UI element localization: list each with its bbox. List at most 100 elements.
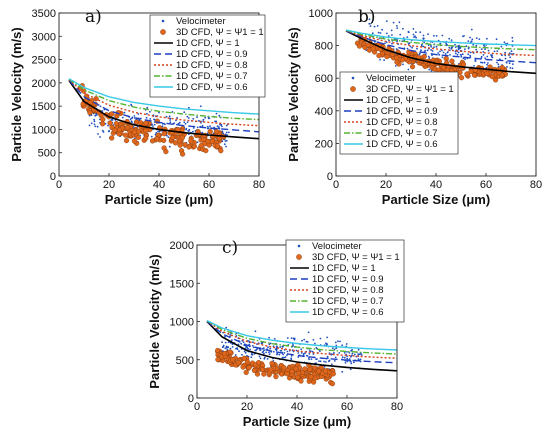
scatter-point	[357, 348, 360, 351]
scatter-point	[186, 121, 189, 123]
scatter-point	[203, 148, 209, 154]
scatter-point	[402, 27, 404, 30]
scatter-point	[319, 337, 322, 340]
scatter-point	[376, 52, 382, 59]
legend-entry: 1D CFD, Ψ = 0.8	[366, 117, 438, 128]
y-tick-label: 1000	[170, 317, 194, 329]
scatter-point	[413, 36, 415, 38]
y-tick-label: 3500	[32, 8, 56, 20]
y-axis-label: Particle Velocity (m/s)	[9, 27, 24, 161]
scatter-point	[326, 336, 328, 339]
scatter-point	[441, 34, 444, 37]
scatter-point	[238, 350, 240, 353]
x-axis-label: Particle Size (μm)	[243, 414, 351, 429]
scatter-point	[188, 106, 190, 109]
scatter-point	[383, 59, 385, 61]
series-line-3	[345, 29, 537, 51]
scatter-point	[511, 36, 514, 39]
scatter-point	[308, 374, 314, 380]
scatter-point	[184, 122, 187, 125]
scatter-point	[223, 143, 226, 146]
scatter-point	[300, 352, 303, 354]
scatter-point	[110, 119, 113, 121]
scatter-point	[444, 53, 447, 55]
scatter-point	[467, 40, 470, 42]
scatter-point	[510, 50, 513, 53]
scatter-point	[269, 347, 272, 350]
scatter-point	[489, 74, 495, 80]
scatter-point	[279, 350, 282, 352]
scatter-point	[154, 136, 160, 142]
scatter-point	[281, 365, 287, 371]
scatter-point	[487, 49, 490, 52]
scatter-point	[133, 115, 136, 117]
scatter-point	[171, 111, 174, 113]
legend-marker-velocimeter	[161, 19, 165, 23]
scatter-point	[235, 360, 242, 366]
scatter-point	[224, 341, 227, 344]
scatter-point	[251, 367, 258, 374]
scatter-point	[301, 339, 303, 342]
scatter-point	[496, 50, 499, 52]
scatter-point	[371, 21, 373, 23]
scatter-point	[506, 66, 508, 68]
scatter-point	[486, 55, 489, 58]
scatter-point	[387, 35, 390, 37]
scatter-point	[113, 120, 120, 127]
scatter-point	[471, 38, 474, 41]
scatter-point	[415, 31, 417, 34]
scatter-point	[369, 25, 372, 27]
x-tick-label: 0	[333, 179, 339, 191]
scatter-point	[374, 40, 377, 43]
scatter-point	[475, 48, 478, 51]
scatter-point	[99, 136, 101, 138]
legend-box	[285, 239, 405, 323]
scatter-point	[480, 48, 483, 50]
scatter-point	[457, 48, 460, 51]
scatter-point	[229, 347, 232, 350]
legend-entry: 1D CFD, Ψ = 0.6	[366, 139, 438, 150]
scatter-point	[435, 35, 438, 37]
scatter-point	[261, 351, 264, 354]
scatter-point	[109, 135, 115, 141]
scatter-point	[323, 360, 325, 363]
scatter-point	[169, 119, 172, 121]
scatter-point	[244, 351, 247, 354]
scatter-point	[207, 117, 210, 120]
scatter-point	[290, 355, 293, 357]
scatter-point	[433, 46, 435, 49]
y-tick-label: 1500	[170, 278, 194, 290]
scatter-point	[185, 128, 187, 131]
scatter-point	[415, 36, 417, 39]
scatter-point	[215, 112, 218, 115]
scatter-point	[330, 371, 336, 377]
panel-a: 0 20 40 60 80 0 500 1000 1500 2000 2500 3000 3500 Par…	[9, 7, 266, 207]
scatter-point	[204, 116, 207, 119]
legend-entry: 1D CFD, Ψ = 0.7	[366, 128, 438, 139]
scatter-point	[218, 148, 224, 154]
scatter-point	[93, 120, 96, 123]
scatter-point	[438, 53, 440, 56]
scatter-point	[484, 70, 490, 77]
scatter-point	[307, 366, 313, 372]
legend-entry: 3D CFD, Ψ = Ψ1 = 1	[366, 84, 454, 95]
scatter-point	[165, 115, 168, 118]
scatter-point	[175, 119, 177, 122]
legend-entry: Velocimeter	[176, 16, 226, 27]
scatter-point	[399, 33, 402, 36]
x-tick-label: 80	[391, 401, 403, 413]
y-tick-label: 2500	[32, 55, 56, 67]
scatter-point	[427, 44, 430, 47]
scatter-point	[467, 53, 470, 56]
scatter-point	[399, 57, 406, 63]
scatter-point	[107, 124, 109, 127]
scatter-point	[349, 368, 352, 371]
y-axis-label: Particle Velocity (m/s)	[147, 254, 162, 388]
scatter-point	[209, 138, 215, 145]
series-line-2	[345, 29, 537, 57]
scatter-point	[295, 374, 301, 380]
scatter-group-1	[215, 347, 336, 387]
scatter-point	[131, 138, 138, 144]
